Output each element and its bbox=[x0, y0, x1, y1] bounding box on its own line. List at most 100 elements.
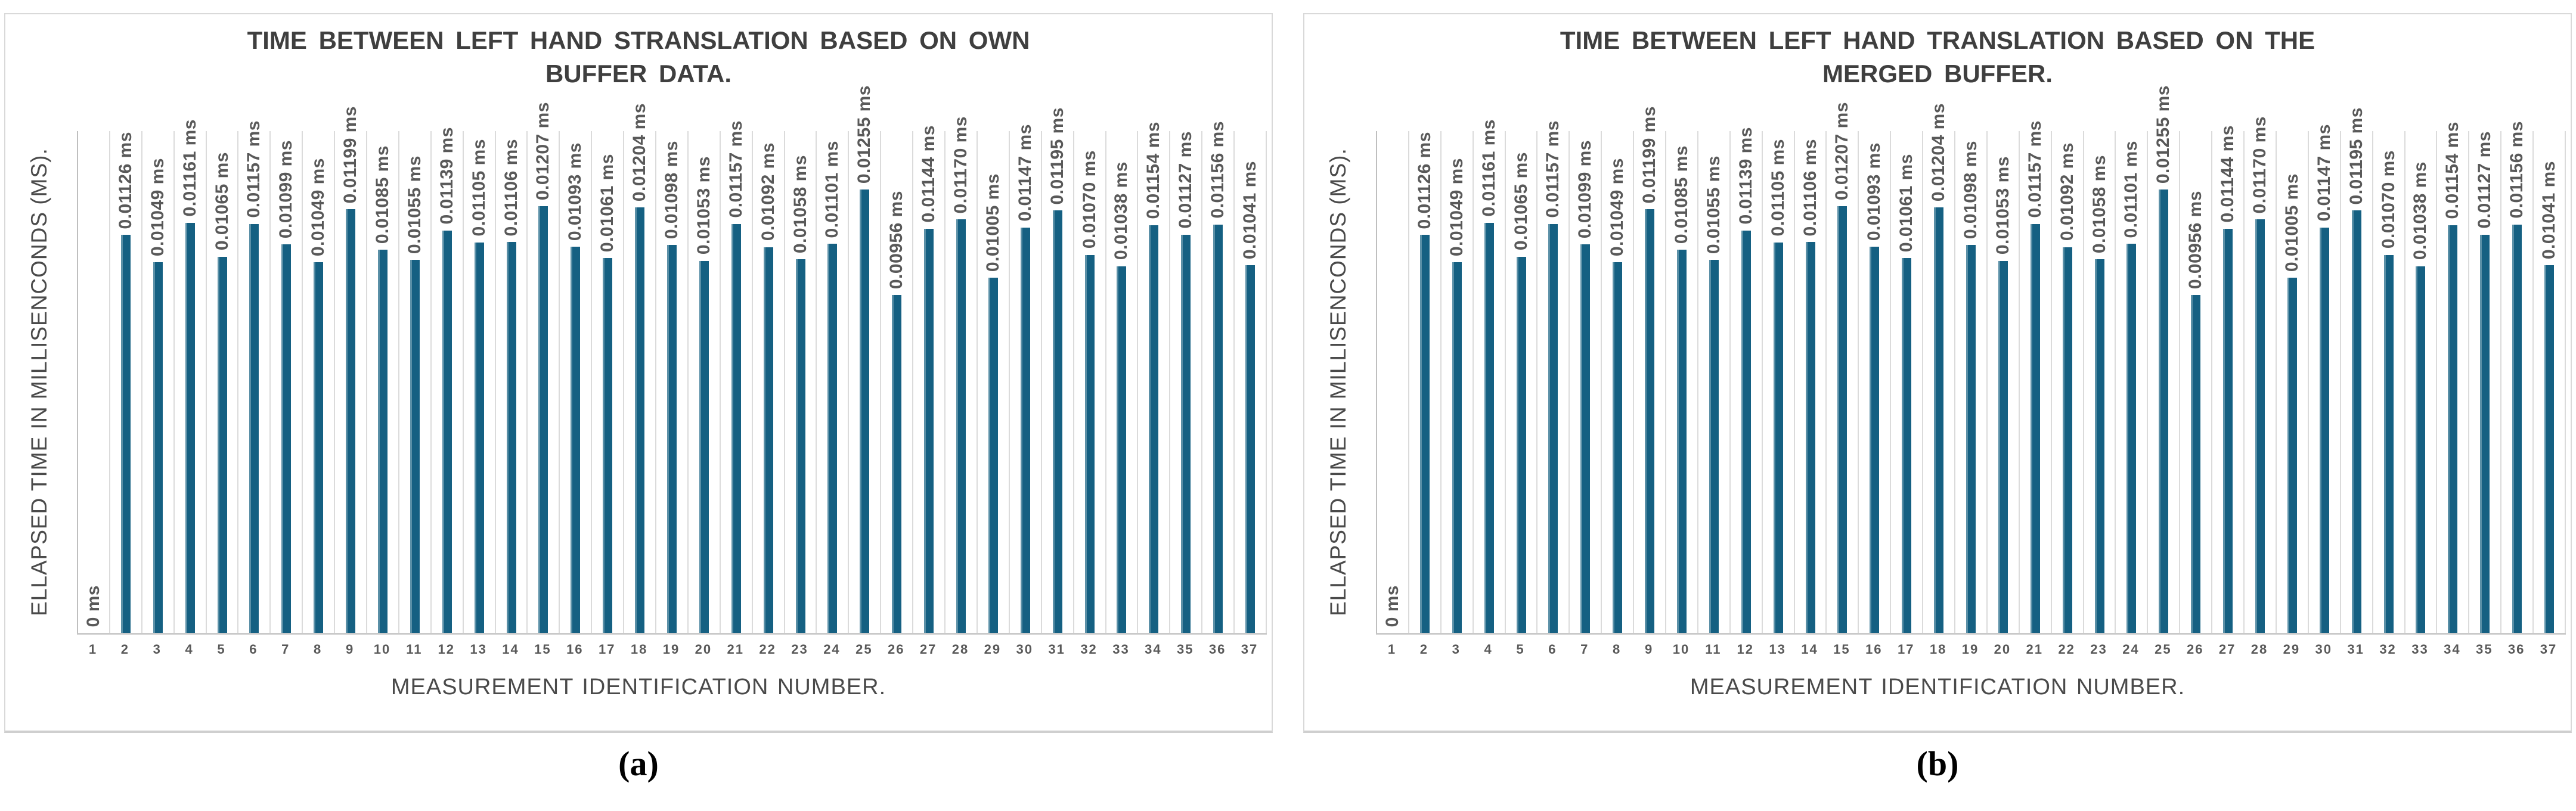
bar bbox=[1084, 254, 1095, 633]
bar bbox=[667, 244, 677, 633]
bar-value-label: 0.01098 ms bbox=[1960, 140, 1980, 239]
bar-value-label: 0.01161 ms bbox=[1478, 119, 1499, 217]
bar-value-label: 0.01144 ms bbox=[919, 125, 939, 223]
bar bbox=[795, 259, 805, 633]
bar-value-label: 0.01156 ms bbox=[2507, 121, 2527, 219]
x-tick-label: 35 bbox=[1176, 642, 1194, 657]
bar bbox=[1709, 260, 1719, 633]
x-tick-label: 19 bbox=[1961, 642, 1979, 657]
x-axis-title: MEASUREMENT IDENTIFICATION NUMBER. bbox=[1690, 675, 2186, 700]
x-tick-label: 1 bbox=[88, 642, 98, 657]
bar-value-label: 0.01199 ms bbox=[1639, 105, 1660, 204]
category-cell: 0.01106 ms bbox=[496, 131, 528, 633]
bar-value-label: 0.01207 ms bbox=[1832, 102, 1852, 201]
category-cell: 0.01065 ms bbox=[207, 131, 239, 633]
bar bbox=[2287, 278, 2297, 633]
bar-value-label: 0.00956 ms bbox=[886, 191, 907, 290]
bar bbox=[827, 244, 838, 633]
x-tick-label: 7 bbox=[1580, 642, 1589, 657]
category-cell: 0.01157 ms bbox=[721, 120, 753, 633]
x-tick-label: 34 bbox=[1145, 642, 1162, 657]
bar bbox=[2255, 219, 2265, 633]
x-tick-label: 19 bbox=[662, 642, 680, 657]
bar bbox=[474, 242, 484, 633]
category-cell: 0.01144 ms bbox=[2212, 125, 2245, 633]
bar bbox=[442, 230, 452, 633]
x-tick-label: 10 bbox=[1672, 642, 1690, 657]
bar bbox=[1516, 256, 1526, 633]
bar bbox=[603, 257, 613, 633]
bar bbox=[1902, 257, 1912, 633]
x-tick-label: 6 bbox=[249, 642, 258, 657]
bar bbox=[1998, 260, 2008, 633]
bar bbox=[346, 209, 356, 633]
x-tick-label: 20 bbox=[1994, 642, 2011, 657]
bar-value-label: 0.01061 ms bbox=[597, 153, 618, 252]
x-tick-label: 22 bbox=[759, 642, 776, 657]
bar-value-label: 0.01093 ms bbox=[1864, 142, 1884, 241]
x-tick-label: 32 bbox=[2379, 642, 2397, 657]
x-axis-tick-row: 1 2 3 4 5 6 7 8 9 10 11 12 13 14 15 16 17 18 19 20 21 22 23 24 2… bbox=[1376, 642, 2565, 657]
x-tick-label: 36 bbox=[2507, 642, 2525, 657]
category-cell: 0.01005 ms bbox=[2277, 131, 2309, 633]
bar-value-label: 0.01093 ms bbox=[565, 142, 585, 241]
bar bbox=[1052, 210, 1062, 633]
bar-value-label: 0.01049 ms bbox=[308, 157, 328, 256]
bar bbox=[120, 235, 131, 633]
bar-value-label: 0.01147 ms bbox=[1015, 124, 1035, 222]
x-tick-label: 10 bbox=[373, 642, 391, 657]
x-tick-label: 33 bbox=[2411, 642, 2429, 657]
category-cell: 0.01207 ms bbox=[1827, 102, 1859, 633]
category-cell: 0.01105 ms bbox=[1763, 131, 1795, 633]
bar-value-label: 0.01207 ms bbox=[533, 102, 553, 201]
x-tick-label: 17 bbox=[598, 642, 616, 657]
x-tick-label: 3 bbox=[1452, 642, 1461, 657]
category-cell: 0.01195 ms bbox=[2341, 107, 2373, 633]
category-cell: 0.01058 ms bbox=[2084, 131, 2116, 633]
bar-value-label: 0.01156 ms bbox=[1208, 121, 1228, 219]
bar-value-label: 0.01154 ms bbox=[2442, 122, 2463, 219]
category-cell: 0.01157 ms bbox=[238, 120, 271, 633]
category-cell: 0.01099 ms bbox=[1570, 131, 1602, 633]
bar bbox=[1580, 244, 1591, 633]
x-tick-label: 20 bbox=[695, 642, 712, 657]
bar bbox=[1419, 235, 1430, 633]
bar bbox=[2159, 189, 2169, 633]
x-tick-label: 8 bbox=[314, 642, 323, 657]
category-cell: 0 ms bbox=[1377, 131, 1409, 633]
category-cell: 0.01065 ms bbox=[1506, 131, 1538, 633]
category-cell: 0.01058 ms bbox=[785, 131, 817, 633]
bar-value-label: 0.01101 ms bbox=[822, 140, 842, 238]
bar bbox=[2512, 224, 2522, 633]
x-tick-label: 28 bbox=[2250, 642, 2268, 657]
bar bbox=[538, 206, 548, 633]
x-tick-label: 2 bbox=[1419, 642, 1428, 657]
category-cell: 0.01049 ms bbox=[1602, 131, 1635, 633]
bar bbox=[249, 223, 259, 633]
bar bbox=[2191, 295, 2201, 633]
bar bbox=[2319, 227, 2329, 633]
bar-value-label: 0.01085 ms bbox=[1671, 145, 1691, 244]
bar-value-label: 0.01139 ms bbox=[1735, 127, 1756, 225]
bar-value-label: 0.01049 ms bbox=[1607, 157, 1628, 256]
bar-value-label: 0.01255 ms bbox=[854, 85, 875, 184]
bar-value-label: 0.01065 ms bbox=[1511, 152, 1531, 251]
category-cell: 0.01105 ms bbox=[464, 131, 496, 633]
bar-value-label: 0.01105 ms bbox=[469, 139, 489, 237]
bar bbox=[1020, 227, 1030, 633]
x-tick-label: 14 bbox=[1801, 642, 1818, 657]
x-axis-tick-row: 1 2 3 4 5 6 7 8 9 10 11 12 13 14 15 16 17 18 19 20 21 22 23 24 2… bbox=[77, 642, 1266, 657]
bar bbox=[892, 295, 902, 633]
x-tick-label: 25 bbox=[2155, 642, 2172, 657]
chart-panel-b: TIME BETWEEN LEFT HAND TRANSLATION BASED… bbox=[1303, 13, 2572, 733]
bar-value-label: 0.01126 ms bbox=[1414, 131, 1434, 229]
bar-value-label: 0.01154 ms bbox=[1143, 122, 1164, 219]
bar bbox=[1741, 230, 1751, 633]
bar bbox=[1452, 262, 1462, 633]
bar-value-label: 0.01144 ms bbox=[2218, 125, 2238, 223]
bar bbox=[763, 247, 773, 633]
bar bbox=[1966, 244, 1976, 633]
x-tick-label: 31 bbox=[2347, 642, 2364, 657]
category-cell: 0.01053 ms bbox=[1988, 131, 2020, 633]
